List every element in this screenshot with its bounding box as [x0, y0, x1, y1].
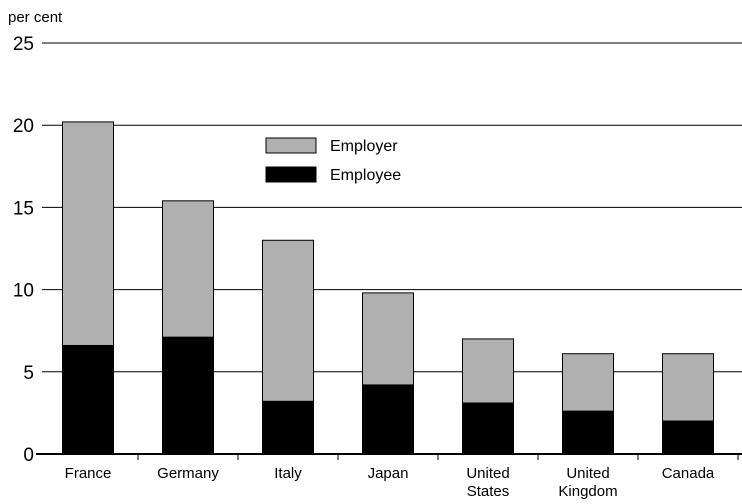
legend-label: Employer [330, 138, 398, 155]
legend-label: Employee [330, 167, 401, 184]
y-axis-unit-label: per cent [8, 9, 63, 26]
y-tick-label: 5 [23, 363, 34, 384]
category-label: United Kingdom [558, 465, 617, 500]
legend-swatch [265, 166, 317, 183]
category-label: Canada [662, 465, 715, 482]
category-labels: France Germany Italy Japan United States Unite… [65, 465, 715, 500]
y-axis-tick-labels: 0 5 10 15 20 25 [13, 34, 34, 466]
bar-employee [662, 420, 714, 455]
bar-employee [562, 410, 614, 455]
y-tick-label: 15 [13, 198, 34, 219]
bar-group [162, 200, 214, 455]
y-tick-label: 20 [13, 116, 34, 137]
bar-group [262, 239, 314, 455]
bar-group [662, 353, 714, 455]
bar-employer [462, 338, 514, 404]
y-tick-label: 10 [13, 281, 34, 302]
bar-employer [162, 200, 214, 338]
y-tick-label: 0 [23, 445, 34, 466]
bar-group [462, 338, 514, 455]
legend: Employer Employee [265, 137, 401, 184]
gridlines [42, 42, 742, 373]
y-tick-label: 25 [13, 34, 34, 55]
bar-employer [262, 239, 314, 402]
bar-employer [562, 353, 614, 412]
category-label: United States [466, 465, 509, 500]
bar-employer [362, 292, 414, 386]
bar-employee [62, 344, 114, 455]
legend-swatch [265, 137, 317, 154]
bar-group [362, 292, 414, 455]
bar-employee [362, 384, 414, 455]
category-label: France [65, 465, 112, 482]
category-label: Germany [157, 465, 219, 482]
x-axis [36, 453, 742, 460]
bar-employee [462, 402, 514, 455]
bars [62, 121, 714, 455]
bar-employee [262, 400, 314, 455]
bar-group [62, 121, 114, 455]
bar-employer [62, 121, 114, 346]
category-label: Japan [368, 465, 409, 482]
bar-group [562, 353, 614, 455]
bar-employee [162, 336, 214, 455]
bar-employer [662, 353, 714, 422]
category-label: Italy [274, 465, 302, 482]
